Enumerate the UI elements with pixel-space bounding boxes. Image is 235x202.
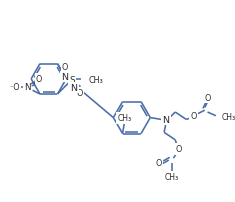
Text: O: O xyxy=(76,88,83,97)
Text: N: N xyxy=(162,115,169,124)
Text: O: O xyxy=(155,159,162,167)
Text: O: O xyxy=(191,112,197,121)
Text: O: O xyxy=(62,62,68,72)
Text: N: N xyxy=(70,84,78,93)
Text: CH₃: CH₃ xyxy=(117,114,132,123)
Text: +: + xyxy=(32,80,37,85)
Text: N: N xyxy=(24,83,30,92)
Text: O: O xyxy=(176,145,182,154)
Text: CH₃: CH₃ xyxy=(89,75,104,84)
Text: ⁻O: ⁻O xyxy=(10,83,20,92)
Text: CH₃: CH₃ xyxy=(164,172,179,181)
Text: N: N xyxy=(61,73,68,82)
Text: S: S xyxy=(70,75,75,84)
Text: O: O xyxy=(36,74,42,83)
Text: O: O xyxy=(204,93,211,102)
Text: CH₃: CH₃ xyxy=(221,113,235,122)
